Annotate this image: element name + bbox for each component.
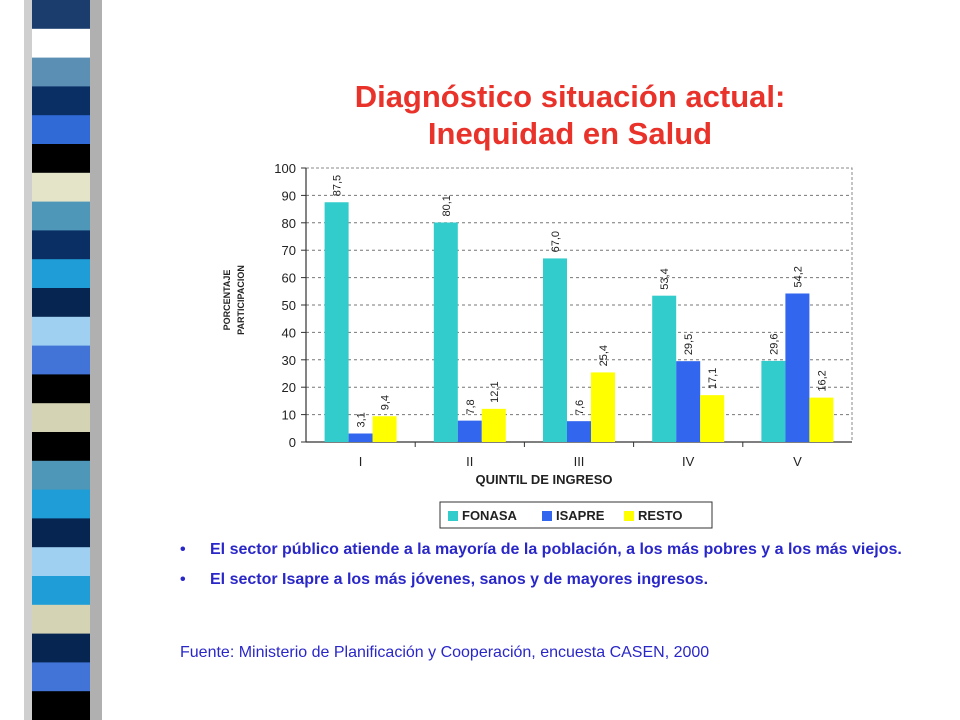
y-axis-title-line-1: PORCENTAJE [222, 270, 232, 331]
bullet-marker: • [180, 541, 186, 558]
legend-swatch [624, 511, 634, 521]
legend-label: ISAPRE [556, 508, 605, 523]
strip-block [30, 230, 90, 260]
data-label: 80,1 [441, 195, 453, 216]
legend-swatch [448, 511, 458, 521]
data-label: 25,4 [598, 345, 610, 366]
strip-block [30, 201, 90, 231]
slide-title-line-1: Diagnóstico situación actual: [354, 79, 786, 114]
strip-block [30, 345, 90, 375]
x-tick-label: I [359, 454, 363, 469]
y-tick-label: 60 [282, 271, 296, 286]
y-tick-label: 20 [282, 380, 296, 395]
y-tick-label: 80 [282, 216, 296, 231]
data-label: 87,5 [332, 175, 344, 196]
data-label: 7,8 [465, 399, 477, 414]
bar [591, 372, 615, 442]
y-tick-label: 90 [282, 188, 296, 203]
strip-block [30, 115, 90, 145]
y-tick-label: 40 [282, 325, 296, 340]
bar [457, 420, 482, 442]
legend [439, 501, 713, 529]
slide-title-line-2: Inequidad en Salud [427, 116, 713, 151]
data-label: 17,1 [707, 368, 719, 389]
bar [567, 421, 591, 442]
x-tick-label: IV [682, 454, 695, 469]
x-tick-label: II [466, 454, 473, 469]
x-tick-label: III [574, 454, 585, 469]
bar [543, 258, 567, 442]
slide-title: Diagnóstico situación actual: Inequidad … [200, 78, 940, 152]
data-label: 67,0 [550, 231, 562, 252]
strip-block [30, 576, 90, 606]
strip-shadow [90, 0, 102, 720]
bullet-text: El sector público atiende a la mayoría d… [210, 541, 902, 558]
x-tick-label: V [793, 454, 802, 469]
strip-block [30, 374, 90, 404]
legend-label: RESTO [638, 508, 683, 523]
y-tick-label: 50 [282, 298, 296, 313]
legend-swatch [542, 511, 552, 521]
data-label: 9,4 [380, 395, 392, 410]
x-axis-title: QUINTIL DE INGRESO [476, 472, 613, 487]
bullet-item: • El sector Isapre a los más jóvenes, san… [178, 570, 938, 590]
bar [785, 293, 810, 442]
bar [324, 202, 349, 442]
bar [433, 222, 458, 442]
data-label: 3,1 [356, 412, 368, 427]
bullet-list: • El sector público atiende a la mayoría … [178, 540, 938, 600]
y-tick-label: 10 [282, 408, 296, 423]
strip-block [30, 662, 90, 692]
bar [700, 395, 725, 442]
bar [481, 408, 506, 442]
bar [761, 360, 786, 442]
bullet-marker: • [180, 571, 186, 588]
bar [348, 433, 373, 442]
strip-block [30, 691, 90, 720]
y-tick-label: 30 [282, 353, 296, 368]
decorative-side-strip [0, 0, 110, 720]
bar [676, 361, 701, 442]
y-axis-title-line-2: PARTICIPACION [236, 265, 246, 335]
data-label: 16,2 [816, 370, 828, 391]
data-label: 7,6 [574, 400, 586, 415]
strip-block [30, 28, 90, 59]
y-tick-label: 70 [282, 243, 296, 258]
bullet-item: • El sector público atiende a la mayoría … [178, 540, 938, 560]
y-tick-label: 100 [274, 161, 296, 176]
strip-block [30, 432, 90, 462]
strip-block [30, 57, 90, 87]
data-label: 29,5 [683, 334, 695, 355]
y-tick-label: 0 [289, 435, 296, 450]
strip-block [30, 172, 90, 203]
bar-chart: 0 10 20 30 40 50 60 70 80 90 100 I 87,5 3,1 9,4 II 80,1 7… [222, 161, 853, 529]
bar [372, 416, 397, 442]
data-label: 12,1 [489, 381, 501, 402]
bar [809, 397, 834, 442]
strip-block [30, 489, 90, 519]
source-note: Fuente: Ministerio de Planificación y Co… [180, 644, 710, 661]
strip-block [30, 316, 90, 347]
bullet-text: El sector Isapre a los más jóvenes, sano… [210, 571, 709, 588]
data-label: 29,6 [768, 333, 780, 354]
strip-shadow [24, 0, 32, 720]
strip-block [30, 604, 90, 635]
strip-block [30, 86, 90, 116]
strip-block [30, 518, 90, 548]
strip-block [30, 288, 90, 318]
strip-block [30, 633, 90, 663]
data-label: 54,2 [792, 266, 804, 287]
strip-block [30, 403, 90, 433]
strip-block [30, 144, 90, 174]
strip-block [30, 547, 90, 577]
bar [652, 295, 677, 442]
strip-block [30, 460, 90, 491]
strip-block [30, 0, 90, 30]
strip-block [30, 259, 90, 289]
legend-label: FONASA [462, 508, 518, 523]
data-label: 53,4 [659, 268, 671, 289]
